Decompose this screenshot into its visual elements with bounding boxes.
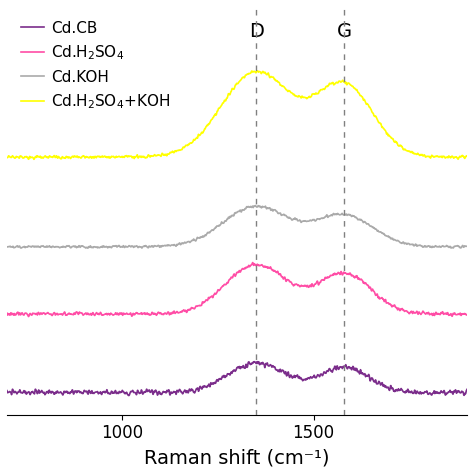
Cd.CB bbox=[367, 376, 373, 382]
Cd.CB bbox=[228, 370, 234, 375]
Cd.KOH bbox=[85, 245, 91, 251]
X-axis label: Raman shift (cm⁻¹): Raman shift (cm⁻¹) bbox=[144, 448, 330, 467]
Cd.H$_2$SO$_4$+KOH bbox=[451, 155, 457, 161]
Cd.CB bbox=[126, 392, 132, 398]
Cd.CB bbox=[4, 388, 10, 393]
Text: G: G bbox=[337, 21, 352, 41]
Cd.H$_2$SO$_4$+KOH bbox=[367, 104, 373, 110]
Text: D: D bbox=[249, 21, 264, 41]
Cd.H$_2$SO$_4$+KOH bbox=[4, 155, 10, 161]
Cd.CB bbox=[464, 386, 470, 392]
Cd.KOH bbox=[253, 203, 258, 209]
Line: Cd.KOH: Cd.KOH bbox=[7, 206, 467, 248]
Line: Cd.H$_2$SO$_4$+KOH: Cd.H$_2$SO$_4$+KOH bbox=[7, 71, 467, 159]
Cd.KOH bbox=[451, 244, 457, 250]
Cd.KOH bbox=[228, 214, 234, 220]
Line: Cd.CB: Cd.CB bbox=[7, 362, 467, 395]
Cd.H$_2$SO$_4$ bbox=[28, 311, 34, 317]
Cd.CB bbox=[254, 359, 260, 365]
Cd.H$_2$SO$_4$+KOH bbox=[255, 68, 260, 74]
Cd.CB bbox=[451, 389, 457, 394]
Cd.H$_2$SO$_4$ bbox=[250, 260, 255, 265]
Legend: Cd.CB, Cd.H$_2$SO$_4$, Cd.KOH, Cd.H$_2$SO$_4$+KOH: Cd.CB, Cd.H$_2$SO$_4$, Cd.KOH, Cd.H$_2$S… bbox=[15, 15, 176, 117]
Cd.KOH bbox=[451, 244, 457, 249]
Cd.H$_2$SO$_4$+KOH bbox=[31, 156, 36, 162]
Cd.KOH bbox=[4, 244, 10, 250]
Cd.H$_2$SO$_4$+KOH bbox=[216, 105, 221, 111]
Cd.H$_2$SO$_4$ bbox=[4, 310, 10, 316]
Cd.KOH bbox=[464, 244, 470, 249]
Cd.H$_2$SO$_4$+KOH bbox=[228, 89, 234, 94]
Cd.CB bbox=[27, 391, 33, 397]
Cd.H$_2$SO$_4$ bbox=[464, 312, 470, 318]
Cd.CB bbox=[451, 388, 457, 394]
Cd.H$_2$SO$_4$ bbox=[216, 288, 221, 293]
Cd.KOH bbox=[216, 223, 221, 228]
Cd.H$_2$SO$_4$ bbox=[367, 285, 373, 291]
Cd.H$_2$SO$_4$+KOH bbox=[451, 155, 457, 161]
Cd.H$_2$SO$_4$ bbox=[228, 275, 234, 281]
Cd.H$_2$SO$_4$ bbox=[451, 311, 457, 317]
Cd.H$_2$SO$_4$ bbox=[26, 314, 31, 319]
Cd.H$_2$SO$_4$+KOH bbox=[464, 153, 470, 159]
Cd.H$_2$SO$_4$+KOH bbox=[27, 155, 33, 161]
Cd.KOH bbox=[27, 244, 33, 249]
Cd.H$_2$SO$_4$ bbox=[451, 310, 457, 316]
Cd.CB bbox=[216, 377, 221, 383]
Cd.KOH bbox=[367, 223, 373, 228]
Line: Cd.H$_2$SO$_4$: Cd.H$_2$SO$_4$ bbox=[7, 263, 467, 317]
